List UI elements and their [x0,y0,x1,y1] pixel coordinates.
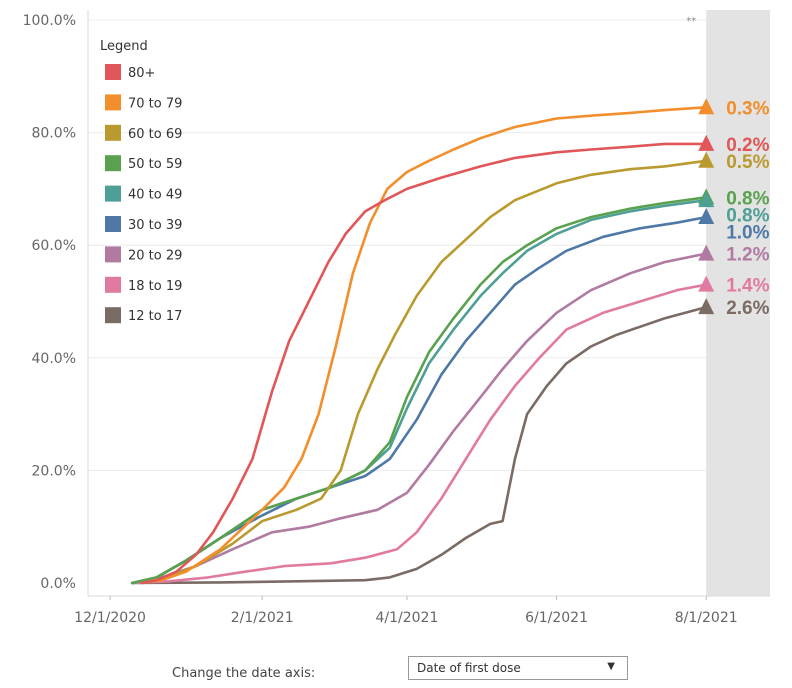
end-marker-triangle [698,244,715,261]
end-value-label: 0.2% [726,135,769,156]
end-value-label: 0.5% [726,152,769,173]
y-tick-label: 100.0% [23,13,76,29]
legend-label: 30 to 39 [128,218,182,233]
end-markers: 0.3%0.2%0.5%0.8%0.8%1.0%1.2%1.4%2.6% [698,98,770,319]
axes: 0.0% 20.0% 40.0% 60.0% 80.0% 100.0% 12/1/2020 2… [23,10,770,626]
y-tick-label: 80.0% [32,126,76,142]
series-line-60-to-69 [140,159,708,585]
legend-swatch [105,155,121,172]
x-tick-label: 12/1/2020 [74,610,146,626]
end-marker-triangle [698,191,715,208]
series-line-18-to-19 [130,283,708,585]
shaded-region-note: ** [686,16,696,27]
date-axis-dropdown-value: Date of first dose [417,661,521,675]
shaded-region: ** [686,10,770,596]
legend-label: 40 to 49 [128,188,182,203]
legend-swatch [105,276,121,293]
end-value-label: 2.6% [726,298,769,319]
legend-swatch [105,94,121,111]
x-tick-label: 8/1/2021 [675,610,738,626]
legend: Legend 80+ 70 to 79 60 to 69 50 to 59 40 to 4… [100,39,182,324]
legend-swatch [105,307,121,324]
end-value-label: 1.0% [726,222,769,243]
end-marker-triangle [698,275,715,292]
series-lines [130,106,708,585]
legend-label: 70 to 79 [128,96,182,111]
date-axis-dropdown[interactable]: Date of first dose ▼ [408,656,628,680]
end-value-label: 1.2% [726,245,769,266]
y-tick-label: 40.0% [32,351,76,367]
legend-label: 60 to 69 [128,127,182,142]
end-value-label: 1.4% [726,276,769,297]
end-value-label: 0.8% [726,188,769,209]
end-value-label: 0.3% [726,98,769,119]
series-line-80- [140,142,708,585]
legend-swatch [105,246,121,263]
legend-swatch [105,216,121,232]
legend-swatch [105,124,121,141]
shaded-region-rect [706,10,770,596]
chevron-down-icon: ▼ [607,661,615,672]
y-tick-label: 20.0% [32,463,76,479]
y-tick-label: 60.0% [32,238,76,254]
series-line-12-to-17 [130,305,708,585]
end-value-label: 0.8% [726,205,769,226]
series-line-70-to-79 [140,106,708,585]
legend-label: 20 to 29 [128,248,182,263]
x-tick-label: 4/1/2021 [375,610,438,626]
end-marker-triangle [698,298,715,315]
legend-label: 18 to 19 [128,279,182,294]
y-tick-label: 0.0% [40,576,76,592]
end-marker-triangle [698,98,715,115]
x-tick-label: 2/1/2021 [231,610,294,626]
legend-swatch [105,185,121,202]
gridlines [88,19,770,471]
legend-swatch [105,64,121,80]
line-chart: ** 0.0% 20.0% 40.0% 60.0% 80.0% 100.0% 12/1/20… [23,10,770,626]
end-marker-triangle [698,208,715,225]
date-axis-control-label: Change the date axis: [172,666,316,681]
x-tick-label: 6/1/2021 [525,610,588,626]
end-marker-triangle [698,134,715,151]
series-line-50-to-59 [130,196,708,585]
series-line-20-to-29 [130,252,708,585]
legend-label: 80+ [128,66,155,81]
end-marker-triangle [698,151,715,168]
legend-label: 12 to 17 [128,309,182,324]
legend-title: Legend [100,39,148,54]
legend-label: 50 to 59 [128,157,182,172]
